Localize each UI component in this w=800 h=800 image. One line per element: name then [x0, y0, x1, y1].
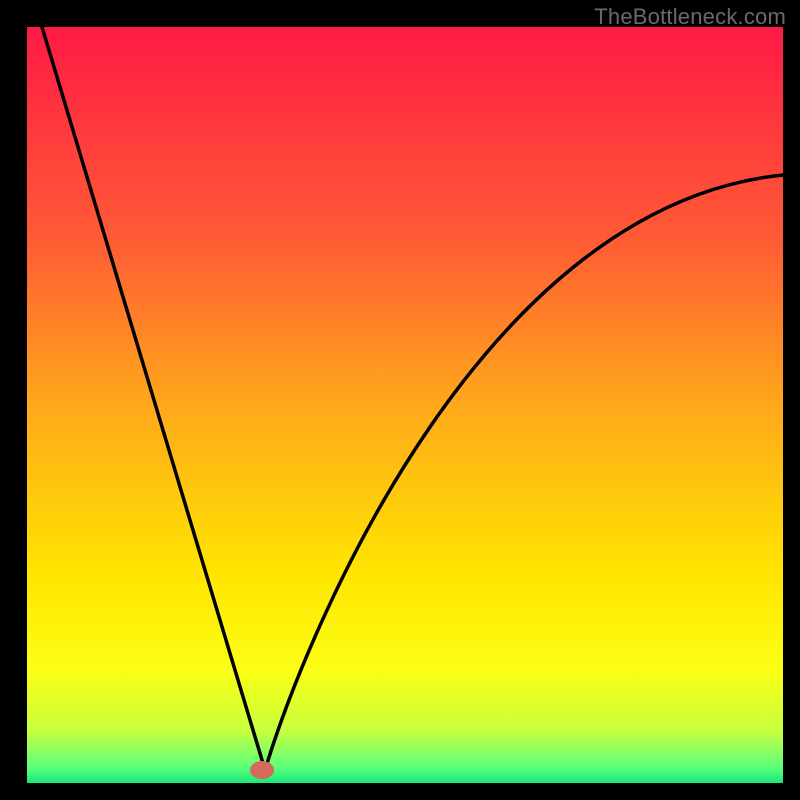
- chart-container: { "watermark": { "text": "TheBottleneck.…: [0, 0, 800, 800]
- watermark-text: TheBottleneck.com: [594, 4, 786, 30]
- plot-gradient-background: [0, 0, 800, 800]
